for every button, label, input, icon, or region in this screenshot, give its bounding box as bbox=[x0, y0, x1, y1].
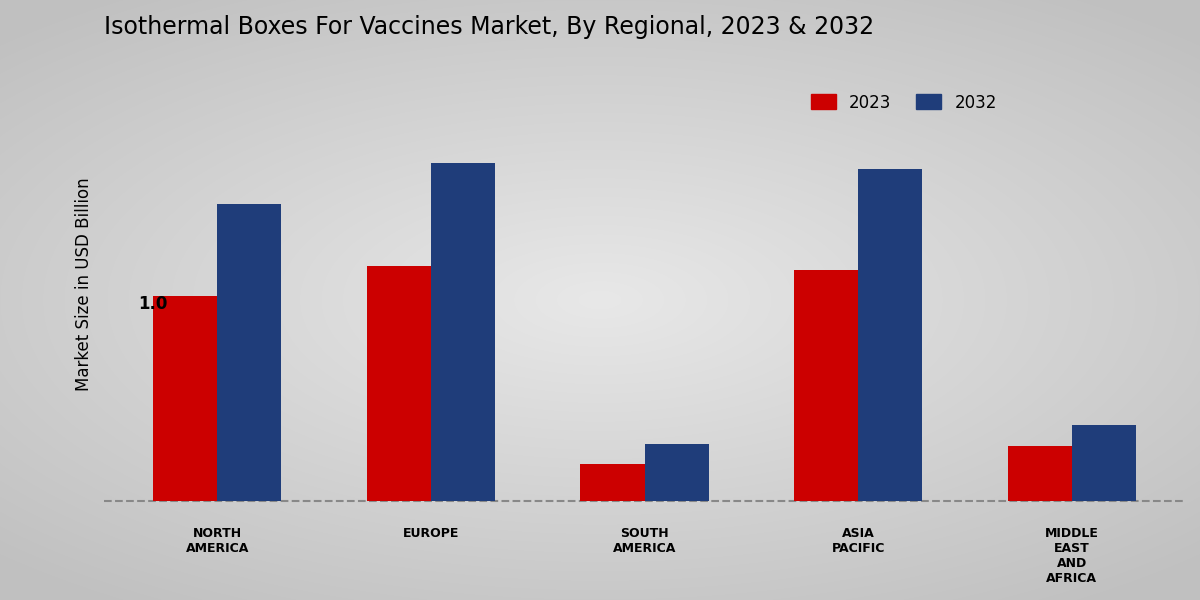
Bar bbox=[431, 163, 496, 501]
Bar bbox=[367, 266, 431, 501]
Bar bbox=[217, 204, 282, 501]
Bar bbox=[644, 443, 709, 501]
Bar bbox=[858, 169, 923, 501]
Legend: 2023, 2032: 2023, 2032 bbox=[804, 87, 1003, 118]
Bar bbox=[581, 464, 644, 501]
Text: 1.0: 1.0 bbox=[138, 295, 168, 313]
Y-axis label: Market Size in USD Billion: Market Size in USD Billion bbox=[74, 177, 94, 391]
Bar bbox=[154, 296, 217, 501]
Bar bbox=[1072, 425, 1136, 501]
Text: Isothermal Boxes For Vaccines Market, By Regional, 2023 & 2032: Isothermal Boxes For Vaccines Market, By… bbox=[104, 15, 875, 39]
Bar bbox=[794, 269, 858, 501]
Bar bbox=[1008, 446, 1072, 501]
